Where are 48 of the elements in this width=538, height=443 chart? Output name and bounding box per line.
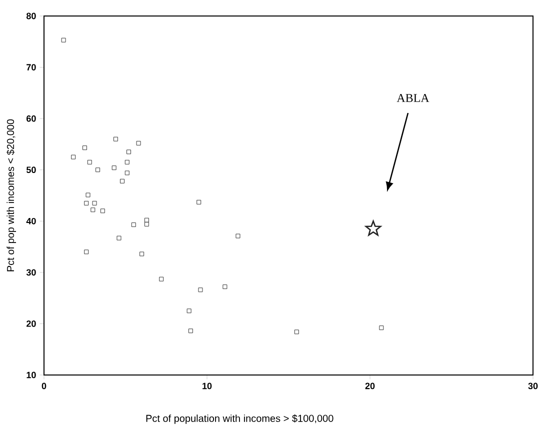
x-axis-title: Pct of population with incomes > $100,000 [146,414,334,424]
point [159,276,164,282]
point [140,252,144,256]
annotation: ABLA [396,94,430,102]
x-tick-label: 30 [528,382,538,390]
point [84,250,89,254]
x-tick-label: 20 [365,382,375,390]
point [236,234,240,238]
point [124,160,130,164]
point [198,288,203,292]
y-axis-title: Pct of pop with incomes < $20,000 [6,119,16,272]
point [84,200,89,206]
point [196,200,202,204]
point [186,308,192,314]
point [120,178,124,184]
point [71,154,76,160]
y-tick-label: 60 [26,115,36,122]
point [124,170,130,176]
point [136,140,141,146]
y-tick-label: 50 [26,166,36,174]
y-tick-label: 20 [26,320,36,327]
x-tick-label: 10 [202,382,212,390]
point [86,192,90,198]
point [87,160,92,164]
point [188,328,193,334]
point [82,146,88,150]
point [144,222,149,226]
point [222,284,228,290]
y-tick-label: 70 [26,64,36,70]
y-tick-label: 80 [26,12,36,20]
point [294,330,299,334]
point [379,326,384,330]
point [126,150,132,154]
point [365,220,382,236]
point [112,166,116,170]
point [92,200,97,206]
point [90,208,96,212]
point [100,208,105,214]
y-tick-label: 30 [26,269,36,276]
point [144,218,149,222]
point [61,38,66,42]
point [96,168,100,172]
point [116,236,122,240]
point [131,222,136,227]
y-tick-label: 10 [26,372,36,378]
x-tick-label: 0 [42,382,46,390]
y-tick-label: 40 [26,218,36,224]
point [113,136,118,142]
